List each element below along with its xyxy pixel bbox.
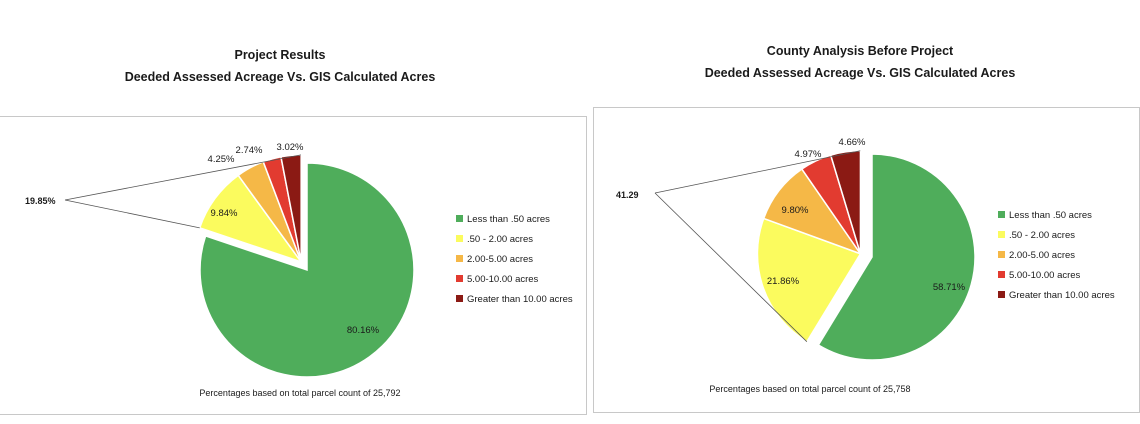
slice-value-label: 3.02% <box>277 142 304 153</box>
legend-swatch-2-00-5-00-acres <box>456 255 463 262</box>
chart-footnote-right: Percentages based on total parcel count … <box>709 384 911 394</box>
slice-value-label: 80.16% <box>347 325 380 336</box>
pie-chart-county-analysis: 58.71% 21.86% 9.80% 4.97% 4.66% 41.29 Less tha… <box>616 137 1115 361</box>
legend-swatch-50-2-00-acres <box>998 231 1005 238</box>
chart-title-line-2: Deeded Assessed Acreage Vs. GIS Calculat… <box>704 66 1016 80</box>
slice-value-label: 4.97% <box>795 149 822 160</box>
legend-swatch-2-00-5-00-acres <box>998 251 1005 258</box>
legend-label-greater-than-10-00-acres: Greater than 10.00 acres <box>467 294 573 305</box>
legend-swatch-less-than-50-acres <box>998 211 1005 218</box>
legend-label-50-2-00-acres: .50 - 2.00 acres <box>467 234 533 245</box>
pie-chart-project-results: 80.16% 9.84% 4.25%2.74% 3.02% 19.85% Less tha… <box>25 142 573 378</box>
exploded-group-label: 19.85% <box>25 196 56 206</box>
slice-value-label: 9.84% <box>211 208 238 219</box>
chart-title-line-2: Deeded Assessed Acreage Vs. GIS Calculat… <box>124 70 436 84</box>
legend-swatch-greater-than-10-00-acres <box>456 295 463 302</box>
legend-label-less-than-50-acres: Less than .50 acres <box>467 214 550 225</box>
slice-value-label: 9.80% <box>782 205 809 216</box>
callout-line <box>64 199 200 229</box>
slice-value-label: 4.66% <box>839 137 866 148</box>
callout-line <box>654 192 808 342</box>
legend-swatch-5-00-10-00-acres <box>998 271 1005 278</box>
chart-title-line-1: County Analysis Before Project <box>766 44 954 58</box>
exploded-group-label: 41.29 <box>616 190 639 200</box>
pie-slice-50-2-00-acres <box>756 217 862 343</box>
legend-label-2-00-5-00-acres: 2.00-5.00 acres <box>1009 250 1075 261</box>
pie-slice-less-than-50-acres <box>199 162 415 378</box>
legend-label-greater-than-10-00-acres: Greater than 10.00 acres <box>1009 290 1115 301</box>
legend-swatch-greater-than-10-00-acres <box>998 291 1005 298</box>
chart-panel-right <box>593 107 1140 413</box>
legend-label-50-2-00-acres: .50 - 2.00 acres <box>1009 230 1075 241</box>
legend-swatch-less-than-50-acres <box>456 215 463 222</box>
chart-title-right: County Analysis Before Project Deeded As… <box>640 40 1080 84</box>
legend-label-5-00-10-00-acres: 5.00-10.00 acres <box>467 274 539 285</box>
slice-value-label: 4.25% <box>208 154 235 165</box>
chart-title-left: Project Results Deeded Assessed Acreage … <box>60 44 500 88</box>
pie-slice-less-than-50-acres <box>817 153 976 361</box>
callout-line <box>64 154 302 201</box>
pie-slice-greater-than-10-00-acres <box>280 154 302 263</box>
chart-footnote-left: Percentages based on total parcel count … <box>199 388 401 398</box>
legend-swatch-5-00-10-00-acres <box>456 275 463 282</box>
slice-value-label: 2.74% <box>236 145 263 156</box>
legend-label-less-than-50-acres: Less than .50 acres <box>1009 210 1092 221</box>
callout-line <box>654 150 861 194</box>
legend-label-2-00-5-00-acres: 2.00-5.00 acres <box>467 254 533 265</box>
chart-title-line-1: Project Results <box>234 48 326 62</box>
slice-value-label: 21.86% <box>767 276 800 287</box>
pie-slice-greater-than-10-00-acres <box>829 150 862 254</box>
legend-label-5-00-10-00-acres: 5.00-10.00 acres <box>1009 270 1081 281</box>
slice-value-label: 58.71% <box>933 282 966 293</box>
legend-swatch-50-2-00-acres <box>456 235 463 242</box>
